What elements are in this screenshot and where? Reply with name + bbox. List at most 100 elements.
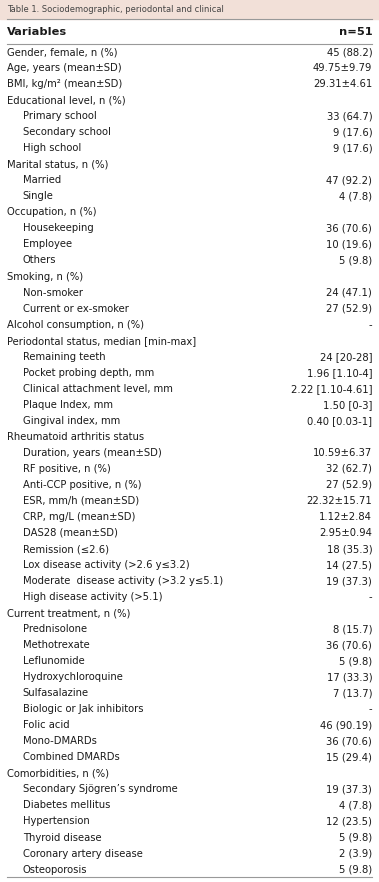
Text: 2.22 [1.10-4.61]: 2.22 [1.10-4.61] — [291, 384, 372, 393]
Text: Educational level, n (%): Educational level, n (%) — [7, 95, 125, 105]
Text: 18 (35.3): 18 (35.3) — [327, 544, 372, 554]
Text: -: - — [368, 319, 372, 330]
Text: 49.75±9.79: 49.75±9.79 — [313, 64, 372, 73]
Text: Moderate  disease activity (>3.2 y≤5.1): Moderate disease activity (>3.2 y≤5.1) — [23, 576, 223, 586]
Text: Smoking, n (%): Smoking, n (%) — [7, 272, 83, 281]
Text: 0.40 [0.03-1]: 0.40 [0.03-1] — [307, 415, 372, 426]
Text: 1.96 [1.10-4]: 1.96 [1.10-4] — [307, 368, 372, 377]
Text: 1.12±2.84: 1.12±2.84 — [319, 512, 372, 522]
Text: 32 (62.7): 32 (62.7) — [326, 464, 372, 474]
Text: Remission (≤2.6): Remission (≤2.6) — [23, 544, 109, 554]
Text: 8 (15.7): 8 (15.7) — [333, 624, 372, 634]
Text: 22.32±15.71: 22.32±15.71 — [307, 496, 372, 506]
Text: 2.95±0.94: 2.95±0.94 — [319, 528, 372, 538]
Text: 24 [20-28]: 24 [20-28] — [319, 352, 372, 362]
Text: Lox disease activity (>2.6 y≤3.2): Lox disease activity (>2.6 y≤3.2) — [23, 560, 190, 570]
Text: 17 (33.3): 17 (33.3) — [327, 672, 372, 683]
Text: ESR, mm/h (mean±SD): ESR, mm/h (mean±SD) — [23, 496, 139, 506]
Text: 27 (52.9): 27 (52.9) — [326, 480, 372, 490]
Text: Single: Single — [23, 191, 53, 201]
Text: 2 (3.9): 2 (3.9) — [339, 848, 372, 858]
Text: 5 (9.8): 5 (9.8) — [339, 656, 372, 666]
Text: Methotrexate: Methotrexate — [23, 640, 89, 650]
Text: 5 (9.8): 5 (9.8) — [339, 256, 372, 265]
Text: 15 (29.4): 15 (29.4) — [326, 752, 372, 762]
Text: Variables: Variables — [7, 26, 67, 37]
Text: Pocket probing depth, mm: Pocket probing depth, mm — [23, 368, 154, 377]
Text: -: - — [368, 705, 372, 714]
Text: 36 (70.6): 36 (70.6) — [326, 223, 372, 234]
Text: Alcohol consumption, n (%): Alcohol consumption, n (%) — [7, 319, 144, 330]
Text: Hydroxychloroquine: Hydroxychloroquine — [23, 672, 123, 683]
Text: 29.31±4.61: 29.31±4.61 — [313, 79, 372, 89]
Text: Gingival index, mm: Gingival index, mm — [23, 415, 120, 426]
Text: CRP, mg/L (mean±SD): CRP, mg/L (mean±SD) — [23, 512, 135, 522]
Text: Thyroid disease: Thyroid disease — [23, 833, 101, 842]
Text: Others: Others — [23, 256, 56, 265]
Text: -: - — [368, 592, 372, 602]
Text: Prednisolone: Prednisolone — [23, 624, 87, 634]
Text: Combined DMARDs: Combined DMARDs — [23, 752, 119, 762]
Text: 46 (90.19): 46 (90.19) — [320, 721, 372, 730]
Text: 4 (7.8): 4 (7.8) — [339, 191, 372, 201]
Text: 12 (23.5): 12 (23.5) — [326, 817, 372, 826]
Text: Biologic or Jak inhibitors: Biologic or Jak inhibitors — [23, 705, 143, 714]
Text: Osteoporosis: Osteoporosis — [23, 864, 87, 875]
Text: Current or ex-smoker: Current or ex-smoker — [23, 303, 128, 314]
Text: RF positive, n (%): RF positive, n (%) — [23, 464, 111, 474]
Text: Occupation, n (%): Occupation, n (%) — [7, 207, 96, 217]
Text: Coronary artery disease: Coronary artery disease — [23, 848, 143, 858]
Text: Plaque Index, mm: Plaque Index, mm — [23, 400, 113, 410]
Text: Mono-DMARDs: Mono-DMARDs — [23, 736, 97, 746]
Text: Secondary Sjögren’s syndrome: Secondary Sjögren’s syndrome — [23, 784, 177, 795]
Text: High disease activity (>5.1): High disease activity (>5.1) — [23, 592, 162, 602]
Text: 14 (27.5): 14 (27.5) — [326, 560, 372, 570]
Text: 36 (70.6): 36 (70.6) — [326, 736, 372, 746]
Text: DAS28 (mean±SD): DAS28 (mean±SD) — [23, 528, 117, 538]
Text: 5 (9.8): 5 (9.8) — [339, 833, 372, 842]
Text: 19 (37.3): 19 (37.3) — [326, 784, 372, 795]
Text: 1.50 [0-3]: 1.50 [0-3] — [323, 400, 372, 410]
Text: Primary school: Primary school — [23, 111, 97, 121]
Text: Sulfasalazine: Sulfasalazine — [23, 688, 89, 699]
Text: Housekeeping: Housekeeping — [23, 223, 94, 234]
Text: Remaining teeth: Remaining teeth — [23, 352, 105, 362]
Text: 7 (13.7): 7 (13.7) — [333, 688, 372, 699]
Text: 27 (52.9): 27 (52.9) — [326, 303, 372, 314]
Text: Age, years (mean±SD): Age, years (mean±SD) — [7, 64, 121, 73]
Text: 4 (7.8): 4 (7.8) — [339, 801, 372, 811]
Text: 45 (88.2): 45 (88.2) — [327, 47, 372, 57]
Text: Rheumatoid arthritis status: Rheumatoid arthritis status — [7, 432, 144, 442]
Text: Clinical attachment level, mm: Clinical attachment level, mm — [23, 384, 172, 393]
Text: Duration, years (mean±SD): Duration, years (mean±SD) — [23, 448, 161, 458]
Text: Current treatment, n (%): Current treatment, n (%) — [7, 608, 130, 618]
Text: BMI, kg/m² (mean±SD): BMI, kg/m² (mean±SD) — [7, 79, 122, 89]
Text: 9 (17.6): 9 (17.6) — [332, 127, 372, 138]
Text: n=51: n=51 — [338, 26, 372, 37]
Text: Employee: Employee — [23, 239, 72, 250]
Text: Marital status, n (%): Marital status, n (%) — [7, 160, 108, 169]
Text: Married: Married — [23, 176, 61, 185]
Text: Leflunomide: Leflunomide — [23, 656, 85, 666]
Text: Non-smoker: Non-smoker — [23, 288, 83, 297]
Text: Diabetes mellitus: Diabetes mellitus — [23, 801, 110, 811]
Bar — [0, 0, 379, 19]
Text: 5 (9.8): 5 (9.8) — [339, 864, 372, 875]
Text: Comorbidities, n (%): Comorbidities, n (%) — [7, 768, 109, 779]
Text: High school: High school — [23, 143, 81, 153]
Text: 10 (19.6): 10 (19.6) — [326, 239, 372, 250]
Text: 33 (64.7): 33 (64.7) — [327, 111, 372, 121]
Text: 9 (17.6): 9 (17.6) — [332, 143, 372, 153]
Text: Periodontal status, median [min-max]: Periodontal status, median [min-max] — [7, 336, 196, 346]
Text: Secondary school: Secondary school — [23, 127, 111, 138]
Text: 19 (37.3): 19 (37.3) — [326, 576, 372, 586]
Text: Anti-CCP positive, n (%): Anti-CCP positive, n (%) — [23, 480, 141, 490]
Text: 10.59±6.37: 10.59±6.37 — [313, 448, 372, 458]
Text: Gender, female, n (%): Gender, female, n (%) — [7, 47, 117, 57]
Text: Folic acid: Folic acid — [23, 721, 69, 730]
Text: Table 1. Sociodemographic, periodontal and clinical: Table 1. Sociodemographic, periodontal a… — [7, 5, 224, 14]
Text: Hypertension: Hypertension — [23, 817, 89, 826]
Text: 24 (47.1): 24 (47.1) — [326, 288, 372, 297]
Text: 36 (70.6): 36 (70.6) — [326, 640, 372, 650]
Text: 47 (92.2): 47 (92.2) — [326, 176, 372, 185]
